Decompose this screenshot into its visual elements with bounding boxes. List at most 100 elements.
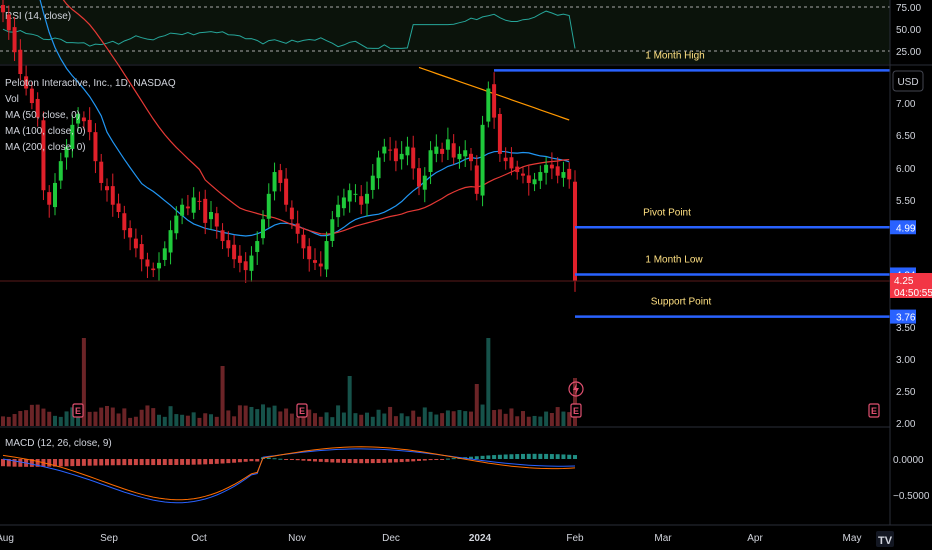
candle-body-17 — [99, 161, 104, 183]
candle-body-0 — [1, 5, 5, 13]
candle-body-18 — [105, 186, 109, 191]
volume-bar-83 — [480, 404, 485, 426]
legend: Peloton Interactive, Inc., 1D, NASDAQ Vo… — [5, 78, 176, 153]
candle-body-89 — [515, 166, 520, 173]
volume-bar-71 — [411, 410, 416, 426]
volume-bar-7 — [41, 408, 46, 426]
volume-bar-69 — [399, 413, 404, 426]
macd-hist-bar-88 — [509, 454, 514, 459]
candle-body-63 — [365, 193, 369, 204]
rsi-line — [2, 10, 576, 49]
candle-body-37 — [214, 213, 219, 227]
time-axis[interactable]: Aug Sep Oct Nov Dec 2024 Feb Mar Apr May — [0, 533, 861, 544]
macd-hist-bar-24 — [139, 459, 144, 466]
macd-histogram — [1, 453, 577, 467]
candle-body-92 — [532, 179, 537, 185]
time-label-aug: Aug — [0, 533, 14, 544]
earnings-marker-0 — [72, 403, 84, 418]
time-label-sep: Sep — [100, 533, 118, 544]
volume-bar-14 — [81, 338, 86, 426]
volume-bar-43 — [249, 406, 254, 426]
volume-bars — [1, 338, 577, 426]
time-label-mar: Mar — [654, 533, 672, 544]
volume-bar-75 — [434, 414, 439, 426]
volume-bar-6 — [35, 404, 40, 426]
support-point-label: Support Point — [651, 297, 712, 308]
macd-hist-bar-18 — [105, 459, 109, 466]
candle-body-6 — [35, 98, 40, 118]
macd-hist-bar-85 — [492, 455, 497, 459]
volume-bar-59 — [341, 412, 346, 426]
macd-hist-bar-58 — [336, 459, 341, 463]
candle-body-99 — [573, 181, 577, 281]
volume-bar-44 — [255, 409, 260, 426]
volume-bar-76 — [440, 413, 445, 426]
candle-body-98 — [567, 168, 572, 180]
volume-bar-12 — [70, 407, 75, 426]
candle-body-68 — [393, 148, 398, 162]
volume-bar-21 — [122, 408, 127, 426]
macd-hist-bar-49 — [284, 459, 289, 460]
macd-hist-bar-73 — [422, 459, 427, 461]
volume-bar-2 — [12, 414, 17, 426]
candle-body-44 — [255, 241, 260, 252]
volume-bar-29 — [168, 406, 173, 426]
macd-hist-bar-74 — [428, 459, 433, 461]
candle-body-66 — [382, 146, 387, 154]
macd-hist-bar-12 — [70, 459, 75, 467]
candle-body-13 — [76, 113, 81, 124]
last-price-tag: 4.25 04:50:55 — [890, 273, 932, 299]
candle-body-1 — [6, 14, 11, 31]
candle-body-74 — [428, 150, 433, 172]
macd-hist-bar-30 — [174, 459, 179, 465]
rsi-pane[interactable]: RSI (14, close) — [0, 0, 890, 64]
volume-bar-11 — [64, 411, 69, 426]
candle-body-52 — [301, 234, 306, 249]
candle-body-75 — [434, 146, 439, 154]
volume-bar-73 — [422, 407, 427, 426]
macd-hist-bar-67 — [388, 459, 393, 463]
macd-hist-bar-9 — [53, 459, 57, 467]
macd-hist-bar-32 — [185, 459, 190, 465]
macd-hist-bar-92 — [532, 453, 537, 459]
price-axis[interactable]: 75.00 50.00 25.00 7.00 6.50 6.00 5.50 3.50 3.00… — [889, 0, 932, 525]
price-pane[interactable]: 1 Month High Pivot Point 1 Month Low Suppor… — [0, 0, 890, 426]
tradingview-logo[interactable]: TV — [876, 531, 894, 547]
macd-pane[interactable]: MACD (12, 26, close, 9) — [1, 438, 577, 504]
volume-bar-40 — [232, 416, 237, 426]
support-point-tag: 3.76 — [896, 313, 916, 324]
candle-body-21 — [122, 213, 127, 231]
macd-hist-bar-10 — [58, 459, 63, 467]
candle-body-57 — [330, 219, 335, 241]
volume-bar-0 — [1, 416, 5, 426]
macd-hist-bar-64 — [370, 459, 375, 464]
flash-icon[interactable] — [568, 381, 584, 397]
macd-hist-bar-61 — [353, 459, 358, 464]
macd-hist-bar-68 — [393, 459, 398, 463]
macd-hist-bar-69 — [399, 459, 404, 463]
candle-body-12 — [70, 124, 75, 149]
volume-bar-28 — [162, 416, 167, 426]
pivot-point-label: Pivot Point — [643, 207, 691, 218]
rsi-tick-2: 25.00 — [896, 47, 921, 58]
macd-hist-bar-51 — [295, 459, 300, 461]
volume-bar-57 — [330, 417, 335, 426]
volume-bar-9 — [53, 415, 57, 426]
macd-hist-bar-16 — [93, 459, 98, 466]
volume-bar-79 — [457, 410, 462, 426]
currency-button[interactable]: USD — [892, 70, 924, 92]
macd-hist-bar-31 — [180, 459, 185, 465]
candle-body-41 — [237, 255, 242, 263]
volume-bar-60 — [347, 376, 352, 426]
1-month-high-label: 1 Month High — [645, 50, 704, 61]
candle-body-76 — [440, 148, 445, 154]
volume-bar-8 — [47, 411, 52, 426]
macd-hist-bar-72 — [417, 459, 421, 461]
volume-bar-31 — [180, 414, 185, 426]
pivot-point-tag-bg — [890, 220, 916, 235]
volume-bar-17 — [99, 407, 104, 426]
candle-body-40 — [232, 244, 237, 260]
macd-hist-bar-19 — [110, 459, 115, 466]
candle-body-56 — [324, 241, 329, 270]
